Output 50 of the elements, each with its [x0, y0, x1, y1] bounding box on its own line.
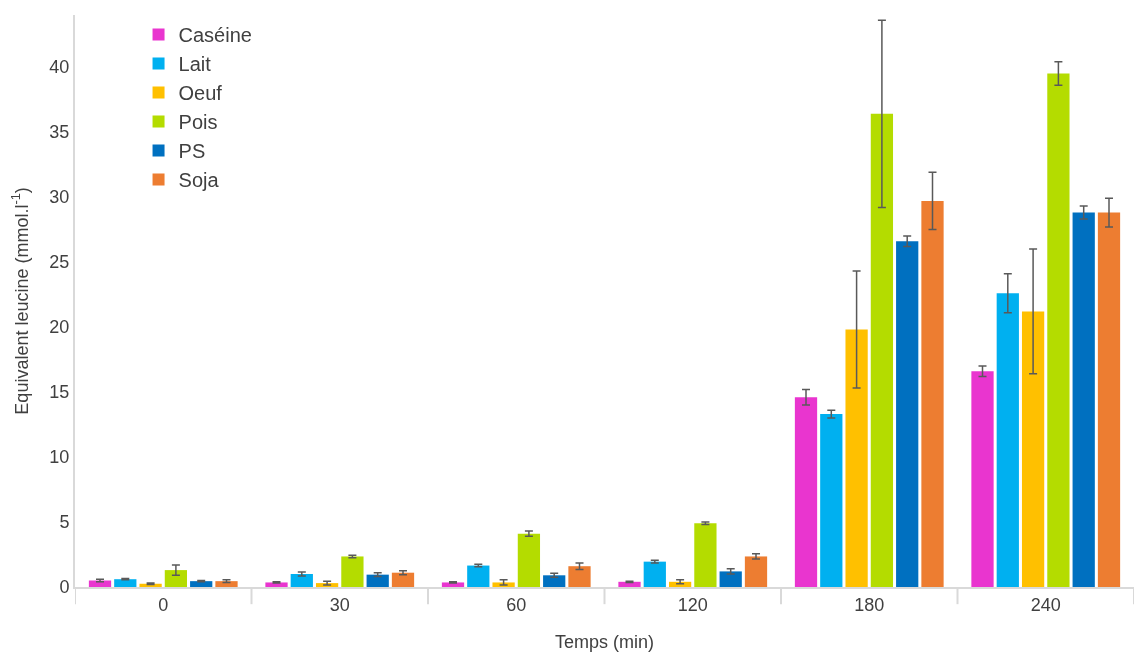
y-tick-label: 15	[49, 382, 70, 403]
legend-label: Caséine	[178, 24, 252, 47]
x-axis-title: Temps (min)	[554, 632, 655, 652]
bar	[794, 397, 818, 587]
bar	[719, 571, 742, 587]
bar	[164, 570, 188, 587]
y-tick-label: 30	[49, 187, 70, 208]
legend-label: Lait	[178, 53, 212, 76]
y-tick-label: 5	[59, 512, 70, 533]
x-tick-label: 30	[329, 594, 350, 615]
legend-label: PS	[178, 140, 206, 163]
x-tick-label: 60	[506, 594, 527, 615]
y-tick-label: 40	[49, 57, 70, 78]
bar	[341, 556, 364, 587]
bar	[1047, 73, 1070, 587]
bar	[366, 574, 389, 587]
bar	[391, 572, 415, 587]
x-tick-label: 120	[677, 594, 708, 615]
x-tick-label: 0	[158, 594, 169, 615]
bar	[694, 523, 717, 587]
bar	[618, 581, 641, 587]
bar	[1072, 212, 1095, 587]
bar	[517, 533, 541, 587]
bar	[971, 371, 994, 587]
bar	[290, 574, 313, 587]
bar	[744, 556, 768, 587]
legend-label: Pois	[178, 111, 218, 134]
bar	[215, 581, 238, 587]
bar	[896, 241, 919, 587]
y-tick-label: 25	[49, 252, 70, 273]
x-tick-label: 180	[854, 594, 885, 615]
legend-label: Soja	[178, 169, 220, 192]
bar	[568, 566, 591, 587]
x-tick-label: 240	[1030, 594, 1061, 615]
y-tick-label: 35	[49, 122, 70, 143]
bar	[1021, 311, 1045, 587]
y-tick-label: 0	[59, 577, 70, 598]
bar	[467, 565, 490, 587]
bar	[870, 113, 894, 587]
bar	[643, 561, 666, 587]
bar	[1097, 212, 1121, 587]
bar	[543, 575, 566, 587]
y-tick-label: 20	[49, 317, 70, 338]
bar	[996, 293, 1019, 587]
y-tick-label: 10	[49, 447, 70, 468]
bar	[820, 414, 843, 587]
bar	[114, 579, 137, 587]
legend-label: Oeuf	[178, 82, 223, 105]
bar	[845, 329, 868, 587]
bar	[921, 200, 944, 587]
